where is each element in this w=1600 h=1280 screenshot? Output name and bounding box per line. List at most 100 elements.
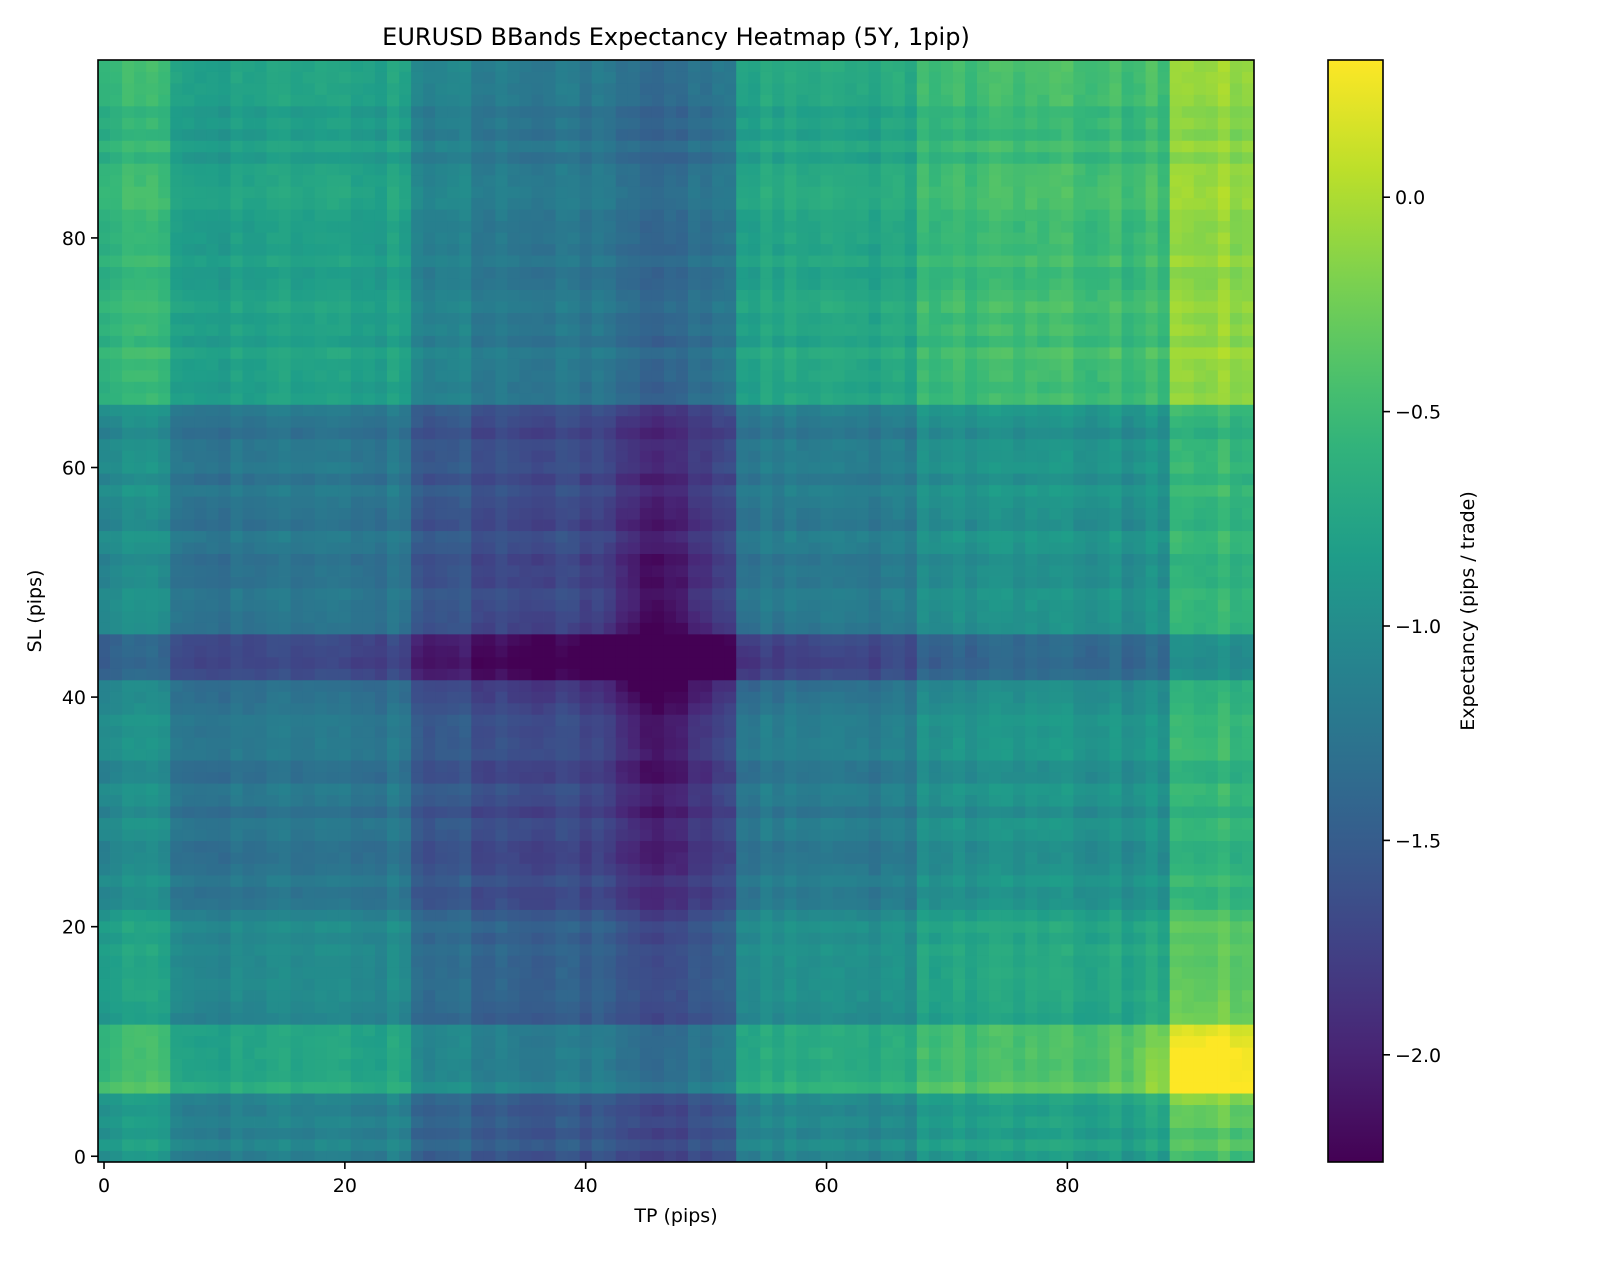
- heatmap-cell: [158, 369, 171, 382]
- heatmap-cell: [242, 1070, 255, 1083]
- heatmap-cell: [555, 117, 569, 130]
- heatmap-cell: [399, 1012, 412, 1025]
- heatmap-cell: [399, 932, 412, 945]
- heatmap-cell: [676, 1116, 689, 1128]
- heatmap-cell: [399, 358, 412, 371]
- heatmap-cell: [206, 714, 219, 727]
- heatmap-cell: [423, 140, 436, 153]
- heatmap-cell: [218, 94, 231, 107]
- heatmap-cell: [531, 1139, 544, 1151]
- heatmap-cell: [362, 461, 376, 474]
- heatmap-cell: [98, 737, 111, 750]
- heatmap-cell: [651, 324, 665, 336]
- heatmap-cell: [266, 220, 280, 233]
- heatmap-cell: [447, 266, 460, 279]
- heatmap-cell: [543, 450, 556, 463]
- heatmap-cell: [122, 369, 135, 382]
- heatmap-cell: [182, 404, 195, 417]
- heatmap-cell: [122, 415, 135, 428]
- heatmap-cell: [603, 1012, 617, 1025]
- heatmap-cell: [519, 783, 532, 796]
- heatmap-cell: [639, 702, 653, 715]
- heatmap-cell: [122, 725, 135, 738]
- heatmap-cell: [543, 840, 556, 853]
- heatmap-cell: [591, 852, 605, 864]
- heatmap-cell: [639, 266, 653, 279]
- heatmap-cell: [651, 622, 665, 635]
- heatmap-cell: [266, 82, 280, 95]
- heatmap-cell: [182, 324, 195, 336]
- heatmap-cell: [338, 197, 352, 210]
- heatmap-cell: [206, 1012, 219, 1025]
- heatmap-cell: [338, 450, 352, 463]
- heatmap-cell: [242, 920, 255, 933]
- heatmap-cell: [98, 576, 111, 589]
- heatmap-cell: [676, 1127, 689, 1140]
- heatmap-cell: [206, 1139, 219, 1151]
- heatmap-cell: [627, 163, 641, 176]
- heatmap-cell: [182, 94, 195, 107]
- heatmap-cell: [387, 530, 400, 543]
- heatmap-cell: [170, 1150, 183, 1163]
- heatmap-cell: [447, 817, 460, 830]
- heatmap-cell: [350, 668, 364, 681]
- heatmap-cell: [194, 369, 207, 382]
- heatmap-cell: [543, 943, 556, 956]
- heatmap-cell: [134, 783, 147, 796]
- heatmap-cell: [411, 599, 424, 612]
- heatmap-cell: [302, 783, 316, 796]
- heatmap-cell: [302, 369, 316, 382]
- heatmap-cell: [314, 783, 328, 796]
- heatmap-cell: [374, 243, 388, 256]
- heatmap-cell: [483, 886, 496, 899]
- heatmap-cell: [459, 1070, 472, 1083]
- heatmap-cell: [447, 369, 460, 382]
- heatmap-cell: [531, 1150, 544, 1163]
- heatmap-cell: [688, 358, 701, 371]
- heatmap-cell: [122, 358, 135, 371]
- heatmap-cell: [411, 404, 424, 417]
- heatmap-cell: [290, 415, 304, 428]
- heatmap-cell: [495, 829, 508, 841]
- heatmap-cell: [411, 301, 424, 313]
- heatmap-cell: [423, 1104, 436, 1117]
- heatmap-cell: [423, 530, 436, 543]
- heatmap-cell: [447, 82, 460, 95]
- heatmap-cell: [170, 565, 183, 577]
- heatmap-cell: [158, 232, 171, 245]
- heatmap-cell: [98, 117, 111, 130]
- heatmap-cell: [290, 117, 304, 130]
- heatmap-cell: [302, 381, 316, 394]
- heatmap-cell: [278, 530, 292, 543]
- heatmap-cell: [615, 599, 629, 612]
- heatmap-cell: [688, 588, 701, 600]
- heatmap-cell: [399, 335, 412, 348]
- heatmap-cell: [627, 60, 641, 72]
- heatmap-cell: [700, 875, 713, 887]
- heatmap-cell: [447, 771, 460, 784]
- heatmap-cell: [459, 186, 472, 199]
- heatmap-cell: [146, 886, 159, 899]
- heatmap-cell: [266, 737, 280, 750]
- heatmap-cell: [651, 633, 665, 646]
- heatmap-cell: [531, 794, 544, 807]
- heatmap-cell: [194, 542, 207, 555]
- heatmap-cell: [134, 427, 147, 440]
- heatmap-cell: [639, 932, 653, 945]
- heatmap-cell: [447, 897, 460, 910]
- heatmap-cell: [374, 369, 388, 382]
- heatmap-cell: [567, 1116, 581, 1128]
- heatmap-cell: [374, 1024, 388, 1037]
- heatmap-cell: [591, 209, 605, 222]
- heatmap-cell: [254, 656, 267, 669]
- heatmap-cell: [531, 748, 544, 761]
- heatmap-cell: [555, 1104, 569, 1117]
- heatmap-cell: [290, 163, 304, 176]
- heatmap-cell: [663, 943, 677, 956]
- heatmap-cell: [134, 519, 147, 532]
- heatmap-cell: [338, 886, 352, 899]
- heatmap-cell: [170, 312, 183, 325]
- heatmap-cell: [627, 875, 641, 887]
- heatmap-cell: [302, 1127, 316, 1140]
- heatmap-cell: [290, 553, 304, 566]
